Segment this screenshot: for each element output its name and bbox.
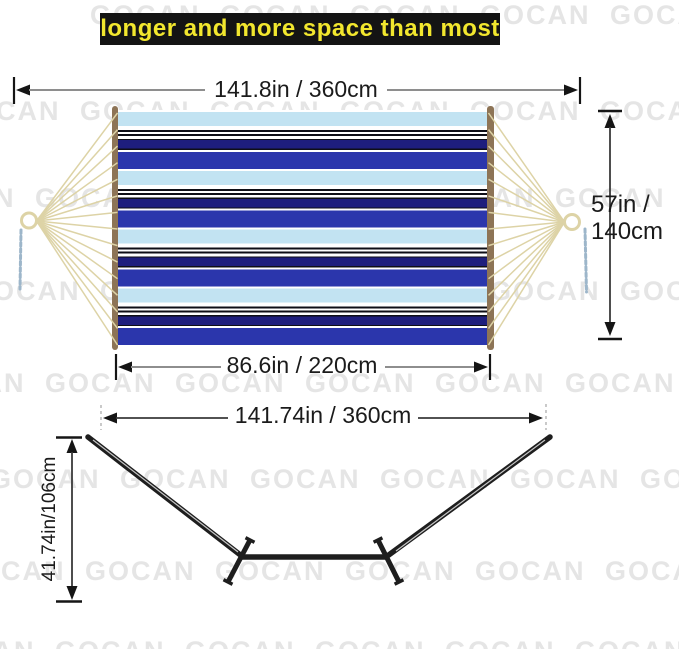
brand-watermark: GOCAN <box>620 276 679 306</box>
dim-label-stand-height: 41.74in/106cm <box>39 456 60 582</box>
hammock-string <box>488 221 565 230</box>
hammock-string <box>488 162 565 223</box>
hammock-string <box>488 221 565 280</box>
brand-watermark: GOCAN <box>0 556 66 586</box>
hammock-string <box>35 220 119 296</box>
hammock-string <box>487 221 566 313</box>
hammock-string <box>488 221 565 263</box>
hammock-string <box>487 145 566 223</box>
brand-watermark: GOCAN <box>0 464 101 494</box>
hammock-stand <box>85 434 553 586</box>
dim-arrow-hammock-length <box>12 77 582 104</box>
brand-watermark: GOCAN <box>510 464 621 494</box>
hammock-string <box>36 220 118 230</box>
brand-watermark: GOCAN <box>185 636 296 649</box>
hammock-string <box>487 221 566 329</box>
brand-watermark: GOCAN <box>0 368 26 398</box>
hanging-chain-left <box>18 228 23 291</box>
dim-arrow-bed-width <box>114 354 492 380</box>
hammock-string <box>35 129 119 222</box>
brand-watermark: GOCAN <box>315 636 426 649</box>
hammock-string <box>35 112 119 222</box>
brand-watermark: GOCAN <box>605 556 679 586</box>
brand-watermark: GOCAN <box>475 556 586 586</box>
brand-watermark: GOCAN <box>45 368 156 398</box>
hammock-string <box>488 178 565 223</box>
brand-watermark: GOCAN <box>0 183 16 213</box>
hammock-fabric-striped <box>118 110 487 346</box>
brand-watermark: GOCAN <box>640 464 679 494</box>
hammock-string <box>36 220 118 280</box>
hammock-strings-right <box>487 112 566 346</box>
dim-label-hammock-height-line2: 140cm <box>591 218 664 245</box>
hammock-string <box>488 211 565 223</box>
dim-label-hammock-length: 141.8in / 360cm <box>214 76 378 102</box>
dim-arrow-stand-height <box>56 436 82 603</box>
dim-label-stand-length: 141.74in / 360cm <box>234 402 412 428</box>
brand-watermark: GOCAN <box>250 464 361 494</box>
brand-watermark: GOCAN <box>380 464 491 494</box>
stand-foot-left <box>225 538 253 584</box>
hammock-string <box>487 129 566 223</box>
hammock-string <box>487 221 566 296</box>
hammock-string <box>35 145 119 222</box>
hammock-string <box>36 220 118 247</box>
brand-watermark: GOCAN <box>0 96 61 126</box>
brand-watermark: GOCAN <box>175 368 286 398</box>
spreader-bar-right <box>487 106 494 350</box>
dim-label-hammock-height: 57in / 140cm <box>591 191 663 245</box>
brand-watermark: GOCAN <box>0 276 81 306</box>
hanging-ring-left <box>20 211 38 230</box>
hammock-string <box>488 195 565 223</box>
hammock-string <box>487 112 566 223</box>
brand-watermark: GOCAN <box>445 636 556 649</box>
dim-arrow-hammock-height <box>598 109 622 341</box>
dim-label-hammock-height-line1: 57in / <box>591 191 650 218</box>
hammock-string <box>35 220 119 313</box>
hammock-string <box>35 220 119 329</box>
dim-arrow-stand-length <box>100 404 547 430</box>
hammock-string <box>36 162 118 222</box>
brand-watermark: GOCAN <box>565 368 676 398</box>
hammock-string <box>36 178 118 222</box>
hammock-string <box>36 211 118 222</box>
hanging-chain-right <box>583 227 588 294</box>
brand-watermark: GOCAN <box>610 0 679 30</box>
brand-watermark: GOCAN <box>85 556 196 586</box>
brand-watermark: GOCAN <box>575 636 679 649</box>
promo-banner: longer and more space than most <box>100 13 500 45</box>
dim-label-bed-width: 86.6in / 220cm <box>226 352 378 378</box>
brand-watermark: GOCAN <box>0 636 36 649</box>
brand-watermark: GOCAN <box>305 368 416 398</box>
brand-watermark: GOCAN <box>55 636 166 649</box>
hammock-strings-left <box>35 112 119 346</box>
stand-foot-right <box>375 538 402 584</box>
hammock-string <box>36 220 118 263</box>
hammock-string <box>488 221 565 247</box>
hammock-string <box>487 221 566 346</box>
hammock-string <box>35 220 119 346</box>
hanging-ring-right <box>563 213 581 231</box>
hammock-string <box>36 195 118 222</box>
